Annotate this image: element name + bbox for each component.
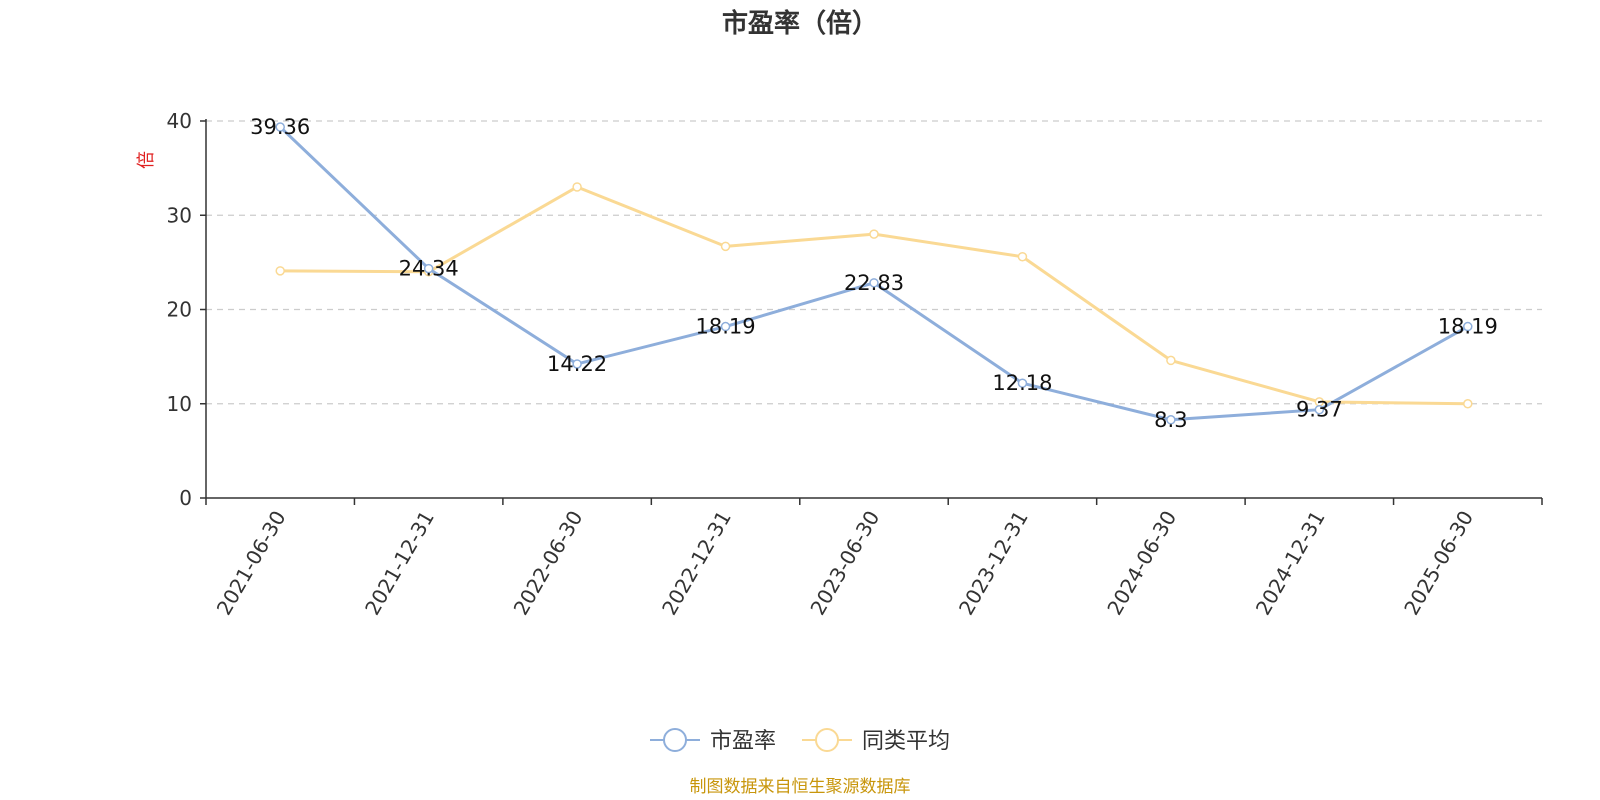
x-ticks: 2021-06-30 2021-12-31 2022-06-30 2022-12-31…	[205, 498, 1543, 620]
data-point	[1166, 355, 1176, 366]
data-label: 18.19	[1438, 315, 1498, 339]
data-point	[1166, 415, 1176, 425]
data-point	[1463, 321, 1473, 332]
data-point	[720, 241, 731, 252]
x-tick-label: 2023-06-30	[805, 507, 884, 620]
x-tick-label: 2025-06-30	[1399, 507, 1478, 620]
data-label: 14.22	[547, 352, 607, 376]
axes	[205, 119, 1542, 499]
x-tick-label: 2021-12-31	[360, 507, 439, 620]
data-point	[869, 229, 879, 239]
y-tick-label: 0	[179, 486, 192, 510]
data-point	[572, 182, 582, 192]
data-label: 24.34	[399, 257, 459, 281]
data-point	[1017, 378, 1028, 388]
legend-marker	[815, 728, 839, 752]
source-note: 制图数据来自恒生聚源数据库	[690, 777, 911, 797]
y-tick-label: 20	[167, 298, 192, 322]
x-tick-label: 2022-12-31	[657, 507, 736, 620]
legend: 市盈率 同类平均	[650, 728, 950, 754]
x-tick-label: 2023-12-31	[954, 507, 1033, 620]
legend-marker	[663, 728, 687, 752]
x-tick-label: 2024-06-30	[1102, 507, 1181, 620]
data-point	[275, 266, 285, 276]
series-layer	[275, 122, 1473, 425]
legend-label: 市盈率	[710, 729, 776, 754]
data-label: 12.18	[992, 371, 1052, 395]
data-label: 18.19	[695, 315, 755, 339]
data-point	[720, 321, 731, 332]
data-label: 8.3	[1154, 408, 1187, 432]
data-point	[869, 278, 879, 288]
series-line	[280, 185, 1468, 406]
data-point	[1463, 399, 1473, 409]
data-point	[572, 359, 582, 369]
x-tick-label: 2022-06-30	[509, 507, 588, 620]
legend-label: 同类平均	[862, 729, 950, 754]
x-tick-label: 2021-06-30	[212, 507, 291, 620]
data-label: 9.37	[1296, 398, 1343, 422]
data-labels: 39.36 24.34 14.22 18.19 22.83 12.18 8.3 9.37 18.…	[250, 115, 1498, 432]
chart-title: 市盈率（倍）	[722, 8, 878, 39]
data-point	[1314, 404, 1325, 415]
y-ticks: 0 10 20 30 40	[167, 109, 206, 510]
data-label: 22.83	[844, 271, 904, 295]
y-tick-label: 40	[167, 109, 192, 133]
y-tick-label: 30	[167, 203, 192, 227]
x-tick-label: 2024-12-31	[1251, 507, 1330, 620]
y-tick-label: 10	[167, 392, 192, 416]
data-point	[423, 263, 434, 274]
data-label: 39.36	[250, 115, 310, 139]
y-axis-label: 倍	[136, 151, 157, 169]
data-point	[275, 122, 285, 132]
data-point	[1017, 251, 1028, 262]
